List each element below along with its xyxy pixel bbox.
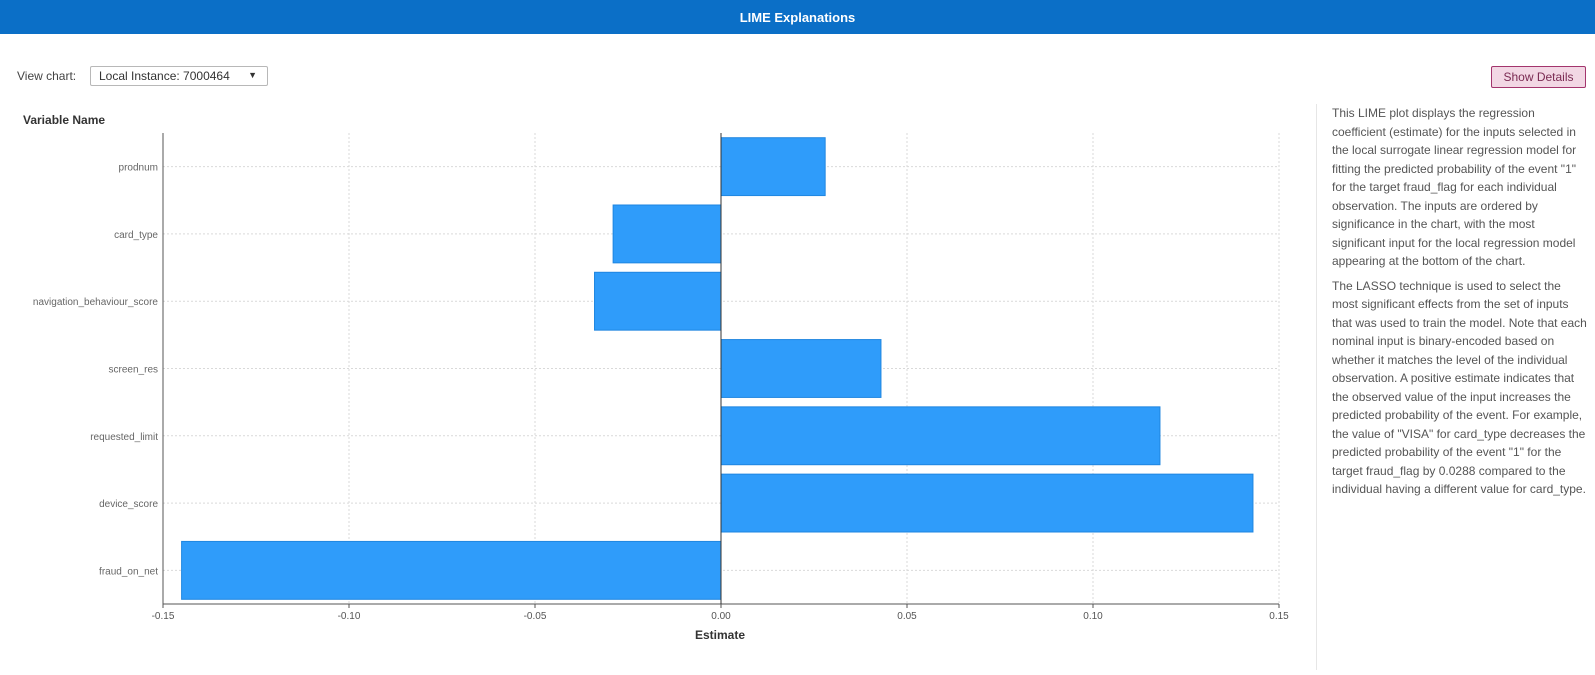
- description-paragraph-1: This LIME plot displays the regression c…: [1332, 106, 1577, 268]
- description-panel: This LIME plot displays the regression c…: [1332, 104, 1590, 505]
- y-axis-title: Variable Name: [23, 113, 105, 127]
- y-tick-label: card_type: [114, 230, 158, 241]
- view-chart-selected-value: Local Instance: 7000464: [99, 69, 230, 83]
- panel-divider: [1316, 104, 1317, 670]
- bar-requested_limit: [720, 406, 1161, 466]
- y-tick-label: screen_res: [109, 365, 158, 376]
- bar-prodnum: [720, 137, 826, 197]
- bar-screen_res: [720, 339, 882, 398]
- x-tick-label: 0.05: [897, 611, 917, 622]
- show-details-button[interactable]: Show Details: [1491, 66, 1586, 88]
- x-tick-label: -0.15: [152, 611, 175, 622]
- y-tick-label: requested_limit: [90, 432, 158, 443]
- x-tick-label: 0.00: [711, 611, 731, 622]
- x-axis-title: Estimate: [695, 628, 745, 642]
- dropdown-arrow-icon: ▼: [248, 70, 257, 80]
- view-chart-label: View chart:: [17, 69, 77, 83]
- chart-bars: [181, 137, 1254, 600]
- lime-bar-chart: Variable Name Estimate prodnum card_typen…: [23, 113, 1289, 642]
- header-bar: LIME Explanations: [0, 0, 1595, 34]
- bar-card_type: [612, 204, 722, 264]
- x-tick-label: 0.15: [1269, 611, 1289, 622]
- x-tick-label: 0.10: [1083, 611, 1103, 622]
- y-tick-label: prodnum: [119, 163, 158, 174]
- view-chart-select[interactable]: Local Instance: 7000464 ▼: [90, 66, 268, 86]
- y-tick-label: device_score: [99, 499, 158, 510]
- y-tick-labels: prodnum card_type navigation_behaviour_sco…: [33, 163, 159, 578]
- bar-navigation_behaviour_score: [594, 271, 722, 331]
- x-tick-label: -0.05: [524, 611, 547, 622]
- x-tick-label: -0.10: [338, 611, 361, 622]
- description-paragraph-2: The LASSO technique is used to select th…: [1332, 278, 1587, 497]
- y-tick-label: navigation_behaviour_score: [33, 297, 159, 308]
- bar-fraud_on_net: [181, 540, 722, 600]
- page-title: LIME Explanations: [739, 9, 856, 25]
- x-tick-labels: -0.15 -0.10 -0.05 0.00 0.05 0.10 0.15: [152, 604, 1289, 622]
- bar-device_score: [720, 473, 1254, 533]
- y-tick-label: fraud_on_net: [99, 566, 158, 577]
